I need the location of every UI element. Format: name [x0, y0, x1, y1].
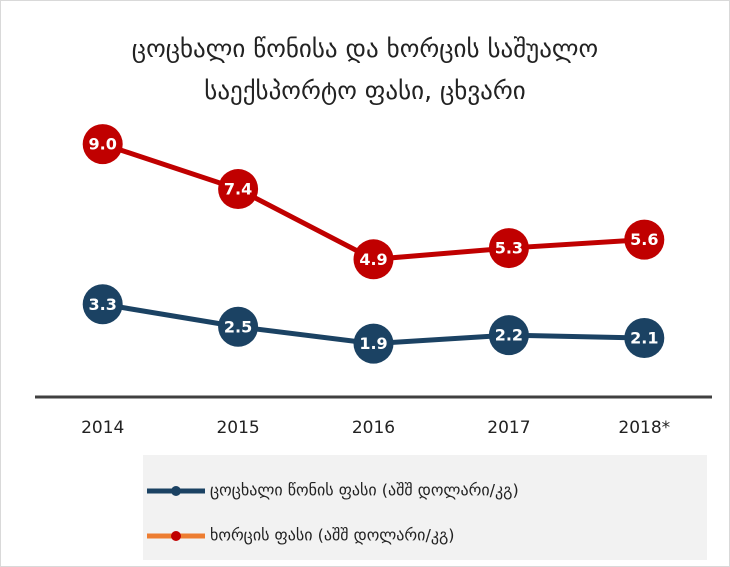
data-point: [218, 306, 259, 347]
data-point: [353, 323, 394, 364]
data-point: [488, 228, 529, 269]
data-label: 1.9: [359, 334, 387, 353]
data-label: 9.0: [89, 135, 117, 154]
data-label: 2.1: [630, 328, 658, 347]
data-point: [624, 219, 665, 260]
x-tick-label: 2014: [81, 418, 124, 438]
data-point: [488, 315, 529, 356]
x-tick-label: 2017: [487, 418, 530, 438]
legend-label: ხორცის ფასი (აშშ დოლარი/კგ): [210, 526, 455, 545]
x-tick-label: 2016: [352, 418, 395, 438]
legend-label: ცოცხალი წონის ფასი (აშშ დოლარი/კგ): [210, 481, 519, 500]
legend-marker: [171, 531, 181, 541]
data-point: [82, 124, 123, 165]
x-tick-label: 2018*: [618, 418, 670, 438]
legend-box: [143, 455, 707, 560]
legend-marker: [171, 486, 181, 496]
x-tick-label: 2015: [216, 418, 259, 438]
data-label: 5.3: [495, 239, 523, 258]
data-label: 2.2: [495, 326, 523, 345]
data-label: 7.4: [224, 180, 252, 199]
chart-title: ცოცხალი წონისა და ხორცის საშუალო საექსპო…: [131, 34, 599, 105]
data-label: 2.5: [224, 317, 252, 336]
data-label: 5.6: [630, 230, 658, 249]
data-point: [353, 239, 394, 280]
data-point: [624, 317, 665, 358]
data-point: [218, 169, 259, 210]
data-point: [82, 284, 123, 325]
data-label: 3.3: [89, 295, 117, 314]
data-label: 4.9: [359, 250, 387, 269]
